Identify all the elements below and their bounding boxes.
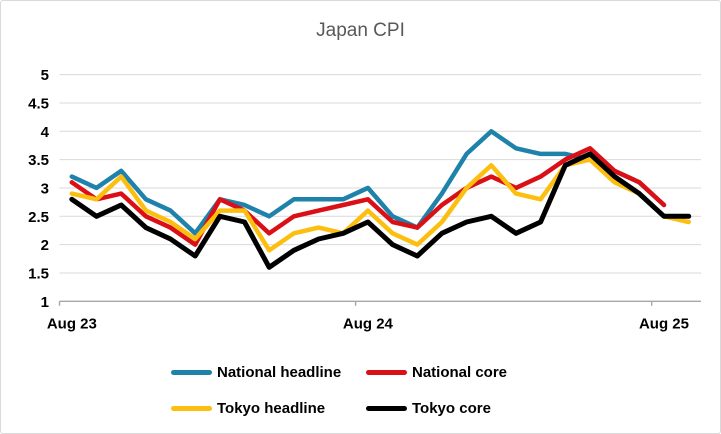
legend-swatch-national-core	[366, 369, 407, 375]
x-tick-label: Aug 25	[639, 315, 689, 332]
legend-swatch-tokyo-headline	[171, 405, 212, 411]
legend-label-tokyo-headline: Tokyo headline	[217, 399, 326, 417]
chart-title: Japan CPI	[316, 20, 405, 41]
x-tick-label: Aug 24	[343, 315, 394, 332]
series-line-tokyo-core	[69, 151, 692, 270]
legend-item-national-core: National core	[366, 362, 507, 382]
legend-label-national-headline: National headline	[217, 363, 342, 381]
legend-item-tokyo-core: Tokyo core	[366, 398, 491, 418]
legend-item-tokyo-headline: Tokyo headline	[171, 398, 325, 418]
legend-item-national-headline: National headline	[171, 362, 341, 382]
legend-swatch-tokyo-core	[366, 405, 407, 411]
y-tick-label: 1.5	[28, 265, 49, 282]
series-line-tokyo-headline	[69, 157, 691, 253]
y-tick-label: 2.5	[28, 209, 49, 226]
legend-swatch-national-headline	[171, 369, 212, 375]
legend-label-national-core: National core	[412, 363, 508, 381]
y-tick-label: 5	[41, 67, 49, 84]
y-tick-label: 4.5	[28, 95, 49, 112]
series-line-national-core	[69, 146, 667, 247]
y-tick-label: 1	[41, 294, 49, 311]
y-tick-label: 4	[41, 124, 50, 141]
x-tick-label: Aug 23	[47, 315, 97, 332]
y-tick-label: 3	[41, 180, 49, 197]
legend-label-tokyo-core: Tokyo core	[412, 399, 491, 417]
series-line-national-headline	[69, 129, 667, 236]
y-tick-label: 3.5	[28, 152, 49, 169]
y-tick-label: 2	[41, 237, 49, 254]
